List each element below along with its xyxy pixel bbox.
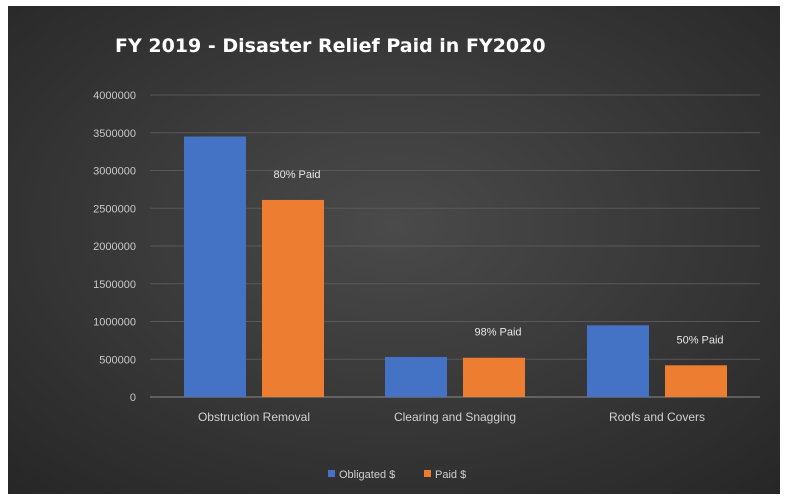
x-tick-label: Clearing and Snagging — [394, 410, 516, 424]
legend-swatch — [328, 470, 335, 477]
y-tick-label: 0 — [130, 392, 136, 404]
y-tick-label: 4000000 — [93, 90, 136, 102]
bar-obligated-2 — [587, 325, 649, 397]
y-tick-label: 2000000 — [93, 241, 136, 253]
bar-paid-0 — [262, 199, 324, 397]
x-tick-label: Obstruction Removal — [198, 410, 310, 424]
legend-label: Paid $ — [435, 469, 466, 481]
bars — [184, 136, 727, 397]
legend-label: Obligated $ — [339, 469, 395, 481]
paid-percent-label: 80% Paid — [273, 169, 320, 181]
y-tick-label: 3500000 — [93, 128, 136, 140]
bar-paid-1 — [463, 357, 525, 397]
x-axis: Obstruction Removal Clearing and Snagging… — [198, 410, 705, 424]
y-tick-label: 1500000 — [93, 279, 136, 291]
y-tick-label: 2500000 — [93, 203, 136, 215]
paid-percent-label: 98% Paid — [474, 327, 521, 339]
chart-background — [8, 6, 780, 494]
y-tick-label: 3000000 — [93, 166, 136, 178]
y-tick-label: 1000000 — [93, 317, 136, 329]
gridlines — [150, 94, 760, 398]
legend: Obligated $ Paid $ — [328, 469, 466, 481]
x-tick-label: Roofs and Covers — [609, 410, 705, 424]
paid-percent-label: 50% Paid — [676, 334, 723, 346]
annotations: 80% Paid 98% Paid 50% Paid — [273, 169, 723, 346]
chart-title: FY 2019 - Disaster Relief Paid in FY2020 — [115, 35, 546, 57]
bar-obligated-0 — [184, 136, 246, 397]
y-tick-label: 500000 — [99, 354, 136, 366]
legend-swatch — [424, 470, 431, 477]
bar-obligated-1 — [385, 356, 447, 397]
bar-paid-2 — [665, 365, 727, 397]
y-axis: 0 500000 1000000 1500000 2000000 2500000 30000… — [93, 90, 136, 404]
